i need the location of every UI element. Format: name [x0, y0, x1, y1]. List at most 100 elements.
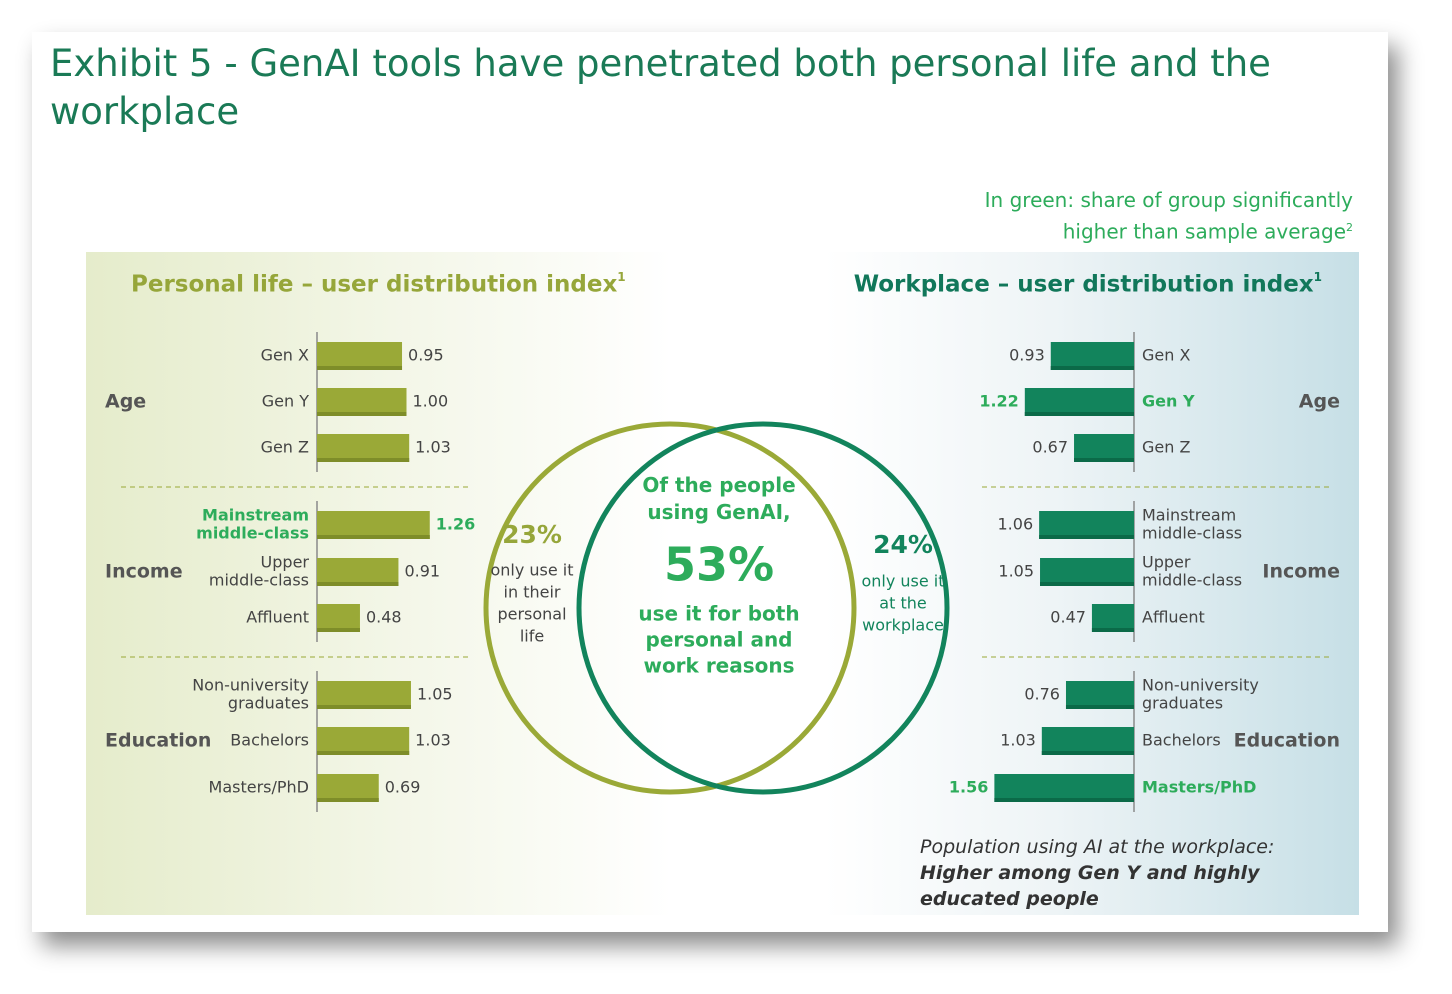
- workplace-bar-shadow: [1039, 535, 1134, 539]
- personal-category-label: Bachelors: [230, 731, 309, 750]
- personal-bar: [317, 774, 379, 802]
- personal-bar: [317, 434, 410, 462]
- workplace-bar-shadow: [1040, 582, 1134, 586]
- workplace-value-label: 1.06: [998, 515, 1034, 534]
- workplace-bar: [1050, 342, 1134, 370]
- workplace-bar-shadow: [1050, 366, 1134, 370]
- personal-category-label: Affluent: [246, 608, 309, 627]
- workplace-category-label: Bachelors: [1142, 731, 1221, 750]
- workplace-panel-title: Workplace – user distribution index1: [854, 270, 1322, 298]
- workplace-bar: [1040, 558, 1134, 586]
- personal-value-label: 1.00: [413, 392, 449, 411]
- personal-value-label: 1.26: [436, 515, 475, 534]
- personal-bar: [317, 511, 430, 539]
- workplace-bar: [1024, 388, 1134, 416]
- personal-bar-shadow: [317, 751, 410, 755]
- workplace-value-label: 1.05: [998, 562, 1034, 581]
- workplace-bar-shadow: [1041, 751, 1134, 755]
- workplace-category-label: Masters/PhD: [1142, 778, 1256, 797]
- personal-category-label: Gen X: [261, 346, 309, 365]
- workplace-bar-shadow: [1065, 705, 1134, 709]
- note-line-1: In green: share of group significantly: [984, 188, 1353, 212]
- venn-personal-only-text: only use it in their personal life: [490, 561, 573, 646]
- personal-bar: [317, 342, 403, 370]
- venn-workplace-only-percent: 24%: [873, 530, 933, 559]
- personal-bar: [317, 727, 410, 755]
- workplace-category-label: Mainstream middle-class: [1142, 506, 1242, 543]
- personal-value-label: 0.69: [385, 778, 421, 797]
- workplace-bar: [1039, 511, 1134, 539]
- workplace-value-label: 0.76: [1024, 685, 1060, 704]
- chart-panel: Personal life – user distribution index1…: [86, 252, 1359, 915]
- personal-bar-shadow: [317, 628, 360, 632]
- venn-personal-circle: [483, 421, 857, 795]
- personal-bar-shadow: [317, 705, 411, 709]
- personal-value-label: 0.91: [404, 562, 440, 581]
- personal-bar-shadow: [317, 535, 430, 539]
- personal-bar: [317, 681, 411, 709]
- workplace-category-label: Gen Y: [1142, 392, 1195, 411]
- workplace-summary: Population using AI at the workplace: Hi…: [920, 834, 1320, 912]
- personal-category-label: Masters/PhD: [209, 778, 309, 797]
- workplace-category-label: Affluent: [1142, 608, 1205, 627]
- workplace-value-label: 1.03: [1000, 731, 1036, 750]
- personal-value-label: 0.48: [366, 608, 402, 627]
- venn-both-text-bottom: use it for both personal and work reasons: [638, 602, 799, 678]
- workplace-category-label: Gen Z: [1142, 438, 1190, 457]
- workplace-bar: [1091, 604, 1134, 632]
- workplace-bar-shadow: [994, 798, 1134, 802]
- personal-value-label: 1.03: [415, 438, 451, 457]
- personal-value-label: 1.03: [415, 731, 451, 750]
- personal-value-label: 0.95: [408, 346, 444, 365]
- workplace-bar: [994, 774, 1134, 802]
- workplace-bar-shadow: [1091, 628, 1134, 632]
- personal-bar-shadow: [317, 366, 403, 370]
- workplace-bar-shadow: [1024, 412, 1134, 416]
- workplace-bar: [1074, 434, 1134, 462]
- personal-group-label-education: Education: [105, 730, 211, 752]
- personal-bar-shadow: [317, 582, 399, 586]
- note-line-2: higher than sample average2: [985, 214, 1353, 246]
- personal-category-label: Non-university graduates: [192, 676, 309, 713]
- note-line-2-text: higher than sample average: [1062, 219, 1346, 244]
- personal-bar-shadow: [317, 412, 407, 416]
- summary-bold-text: Higher among Gen Y and highly educated p…: [920, 862, 1260, 910]
- workplace-bar-shadow: [1074, 458, 1134, 462]
- venn-workplace-only-text: only use it at the workplace: [861, 572, 944, 635]
- workplace-category-label: Non-university graduates: [1142, 676, 1259, 713]
- workplace-category-label: Upper middle-class: [1142, 553, 1242, 590]
- personal-group-label-age: Age: [105, 391, 146, 413]
- chart-svg: Personal life – user distribution index1…: [105, 270, 1340, 812]
- workplace-group-label-age: Age: [1299, 391, 1340, 413]
- personal-bar-shadow: [317, 798, 379, 802]
- workplace-category-label: Gen X: [1142, 346, 1190, 365]
- workplace-value-label: 0.67: [1032, 438, 1068, 457]
- workplace-bar: [1041, 727, 1134, 755]
- workplace-bar: [1065, 681, 1134, 709]
- personal-panel-title: Personal life – user distribution index1: [131, 270, 626, 298]
- personal-category-label: Gen Z: [261, 438, 309, 457]
- venn-workplace-circle: [576, 421, 950, 795]
- personal-category-label: Gen Y: [262, 392, 309, 411]
- venn-personal-only-percent: 23%: [502, 520, 562, 549]
- highlight-legend-note: In green: share of group significantly h…: [985, 186, 1353, 246]
- workplace-value-label: 0.47: [1050, 608, 1086, 627]
- personal-value-label: 1.05: [417, 685, 453, 704]
- personal-category-label: Upper middle-class: [209, 553, 310, 590]
- note-footnote-mark: 2: [1346, 221, 1353, 234]
- workplace-value-label: 0.93: [1009, 346, 1045, 365]
- exhibit-title: Exhibit 5 - GenAI tools have penetrated …: [50, 42, 1271, 133]
- workplace-value-label: 1.56: [949, 778, 988, 797]
- personal-bar: [317, 388, 407, 416]
- personal-bar: [317, 558, 399, 586]
- workplace-group-label-income: Income: [1262, 561, 1340, 583]
- workplace-group-label-education: Education: [1234, 730, 1340, 752]
- personal-category-label: Mainstream middle-class: [196, 506, 309, 543]
- venn-both-text-top: Of the people using GenAI,: [642, 473, 795, 524]
- workplace-value-label: 1.22: [979, 392, 1018, 411]
- personal-bar-shadow: [317, 458, 410, 462]
- personal-bar: [317, 604, 360, 632]
- exhibit-card: Exhibit 5 - GenAI tools have penetrated …: [32, 32, 1388, 932]
- venn-both-percent: 53%: [664, 538, 774, 592]
- personal-group-label-income: Income: [105, 561, 183, 583]
